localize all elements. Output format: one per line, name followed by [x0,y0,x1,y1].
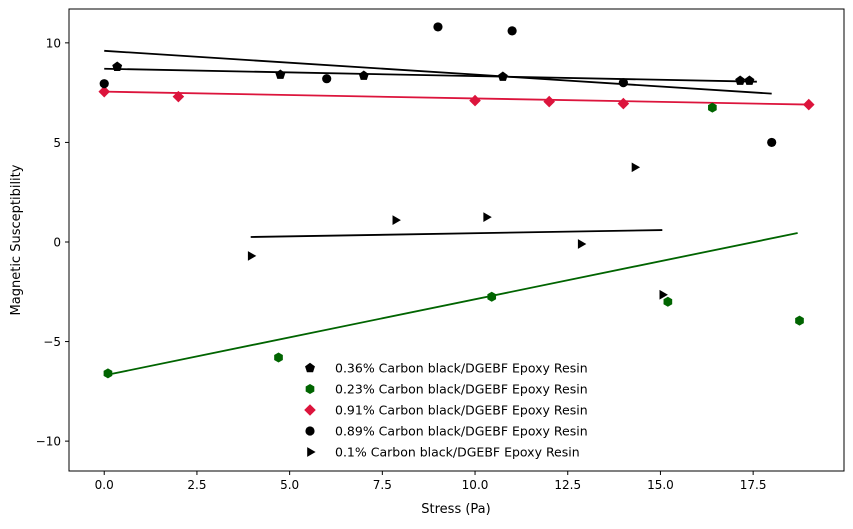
data-point-series-4-3 [433,22,443,32]
data-point-series-1-2 [275,69,286,79]
x-tick-label: 0.0 [95,478,114,492]
legend-label-4: 0.89% Carbon black/DGEBF Epoxy Resin [335,424,588,439]
x-axis-label: Stress (Pa) [421,502,490,517]
legend-label-1: 0.36% Carbon black/DGEBF Epoxy Resin [335,361,588,376]
data-point-series-1-6 [744,75,755,85]
fit-line-series-3 [104,90,809,106]
legend-marker-5 [307,447,316,457]
y-tick-label: 10 [46,36,61,50]
y-axis-label: Magnetic Susceptibility [9,164,24,315]
data-point-series-2-3 [487,291,497,302]
legend-marker-3 [304,404,316,416]
x-tick-label: 2.5 [187,478,206,492]
y-axis-ticks: −10 −5 0 5 10 [36,36,69,449]
data-point-series-3-4 [543,95,555,108]
data-point-series-5-1 [247,251,257,261]
x-tick-label: 12.5 [554,478,581,492]
data-point-series-4-5 [618,78,628,88]
x-tick-label: 7.5 [373,478,392,492]
data-point-series-5-2 [392,215,401,225]
data-point-series-3-6 [802,98,815,111]
data-point-series-3-1 [98,85,111,98]
data-point-series-3-2 [172,90,185,103]
data-point-series-4-6 [767,137,777,148]
data-point-series-2-1 [103,368,113,379]
data-point-series-5-5 [631,162,641,173]
fit-line-series-4 [104,49,772,95]
legend-marker-4 [305,426,315,436]
fit-lines [104,49,809,377]
x-tick-label: 10.0 [462,478,489,492]
legend-label-3: 0.91% Carbon black/DGEBF Epoxy Resin [335,403,588,418]
legend: 0.36% Carbon black/DGEBF Epoxy Resin 0.23… [304,361,588,460]
legend-label-2: 0.23% Carbon black/DGEBF Epoxy Resin [335,382,588,397]
fit-line-series-5 [250,229,663,238]
x-tick-label: 15.0 [647,478,674,492]
data-point-series-3-3 [469,94,481,107]
plot-frame [68,8,845,472]
x-tick-label: 17.5 [740,478,767,492]
y-tick-label: −5 [43,335,61,349]
y-tick-label: 0 [53,235,61,249]
data-point-series-1-1 [112,61,123,71]
data-point-series-4-1 [99,79,109,89]
data-point-series-1-3 [358,70,369,80]
data-point-series-4-2 [322,74,332,84]
data-point-series-5-6 [659,289,668,300]
fit-line-series-2 [104,232,798,377]
y-tick-label: 5 [53,136,61,150]
data-point-series-3-5 [617,97,630,110]
legend-label-5: 0.1% Carbon black/DGEBF Epoxy Resin [335,445,580,460]
legend-marker-1 [305,362,315,373]
data-point-series-5-3 [483,212,492,222]
data-point-series-1-4 [497,71,508,81]
data-point-series-4-4 [507,26,517,36]
x-axis-ticks: 0.0 2.5 5.0 7.5 10.0 12.5 15.0 17.5 [95,471,767,492]
y-tick-label: −10 [36,435,61,449]
data-point-series-5-4 [577,239,587,249]
fit-line-series-1 [104,67,757,83]
data-point-series-1-5 [735,75,746,85]
data-point-series-2-2 [274,352,283,363]
data-point-series-2-6 [795,315,804,326]
x-tick-label: 5.0 [280,478,299,492]
legend-marker-2 [305,384,315,394]
data-point-series-2-4 [663,296,673,307]
data-point-series-2-5 [708,102,717,113]
data-points [98,22,815,379]
